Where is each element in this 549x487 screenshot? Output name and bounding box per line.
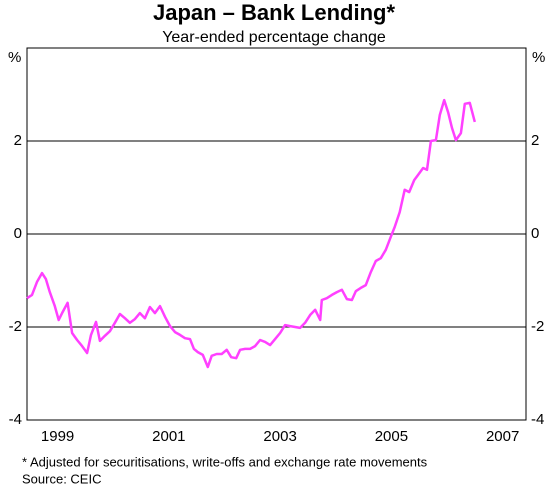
footnote: * Adjusted for securitisations, write-of… <box>22 454 428 469</box>
y2-axis-label: % <box>532 49 545 66</box>
y2-tick-label: 0 <box>531 225 539 242</box>
y2-tick-label: -4 <box>531 411 544 428</box>
x-tick-label: 2001 <box>152 428 185 445</box>
y2-tick-label: -2 <box>531 318 544 335</box>
y2-tick-label: 2 <box>531 132 539 149</box>
chart-subtitle: Year-ended percentage change <box>162 29 386 46</box>
y-tick-label: 0 <box>14 225 22 242</box>
x-tick-label: 2007 <box>486 428 519 445</box>
chart-title: Japan – Bank Lending* <box>153 0 395 25</box>
y-tick-label: -4 <box>9 411 22 428</box>
x-tick-label: 1999 <box>41 428 74 445</box>
y-axis-label: % <box>8 49 21 66</box>
source: Source: CEIC <box>22 471 101 486</box>
y-tick-label: 2 <box>14 132 22 149</box>
x-tick-label: 2005 <box>375 428 408 445</box>
y-tick-label: -2 <box>9 318 22 335</box>
x-tick-label: 2003 <box>263 428 296 445</box>
data-line <box>26 98 477 369</box>
